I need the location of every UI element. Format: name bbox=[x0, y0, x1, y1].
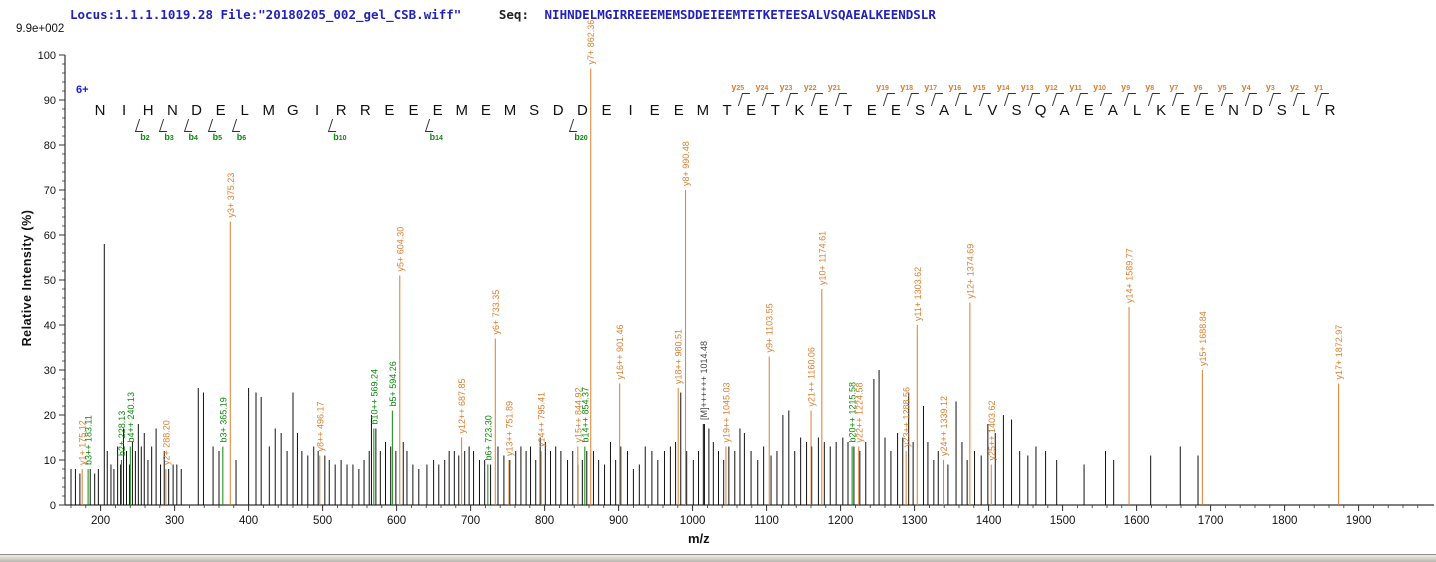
peak-label: y1+ 175.12 bbox=[78, 420, 88, 465]
peak-label: y5+ 604.30 bbox=[395, 227, 405, 272]
x-tick-label: 500 bbox=[313, 515, 332, 527]
peak-label: b10++ 569.24 bbox=[369, 369, 379, 425]
x-tick-label: 400 bbox=[239, 515, 258, 527]
x-tick-label: 1600 bbox=[1124, 515, 1150, 527]
seq-label: Seq: bbox=[498, 7, 529, 22]
y-tick-label: 80 bbox=[44, 140, 56, 152]
x-tick-label: 900 bbox=[609, 515, 628, 527]
peak-label: b4++ 240.13 bbox=[126, 392, 136, 443]
y-tick-label: 50 bbox=[44, 275, 56, 287]
locus-file-text: Locus:1.1.1.1019.28 File:"20180205_002_g… bbox=[70, 7, 462, 22]
peak-label: y12+ 1374.69 bbox=[965, 244, 975, 299]
x-tick-label: 300 bbox=[165, 515, 184, 527]
peak-label: y10+ 1174.61 bbox=[817, 231, 827, 285]
peak-label: y15+ 1688.84 bbox=[1198, 311, 1208, 366]
x-tick-label: 600 bbox=[387, 515, 406, 527]
x-tick-label: 1300 bbox=[902, 515, 928, 527]
peak-label: y2+ 288.20 bbox=[161, 420, 171, 465]
peptide-sequence-text: NIHNDELMGIRREEEMEMSDDEIEEMTETKETEESALVSQ… bbox=[544, 7, 936, 22]
peak-label: y9+ 1103.55 bbox=[765, 303, 775, 352]
peak-label: y17+ 1872.97 bbox=[1334, 325, 1344, 380]
peak-label: y22++ 1224.58 bbox=[854, 382, 864, 442]
peak-label: y14+ 1589.77 bbox=[1125, 248, 1135, 303]
peak-label: y25++ 1403.62 bbox=[987, 400, 997, 460]
peak-label: y12++ 687.85 bbox=[457, 378, 467, 433]
peak-label: b14++ 854.37 bbox=[580, 387, 590, 443]
peak-label: y14++ 795.41 bbox=[537, 392, 547, 447]
peak-label: b2+ 228.13 bbox=[117, 411, 127, 456]
peak-label: y24++ 1339.12 bbox=[939, 396, 949, 456]
x-tick-label: 1400 bbox=[976, 515, 1002, 527]
peak-label: y21++ 1160.06 bbox=[807, 347, 817, 406]
header-bar: Locus:1.1.1.1019.28 File:"20180205_002_g… bbox=[70, 7, 936, 22]
x-tick-label: 1700 bbox=[1198, 515, 1224, 527]
peak-label: [M]++++++ 1014.48 bbox=[699, 341, 709, 420]
y-tick-label: 0 bbox=[50, 500, 56, 512]
x-tick-label: 1900 bbox=[1346, 515, 1372, 527]
window-bottom-chrome bbox=[0, 554, 1436, 562]
x-tick-label: 800 bbox=[535, 515, 554, 527]
y-tick-label: 70 bbox=[44, 185, 56, 197]
x-tick-label: 200 bbox=[91, 515, 110, 527]
peak-label: b3++ 183.11 bbox=[84, 415, 94, 465]
peak-label: y23++ 1288.56 bbox=[902, 387, 912, 447]
y-tick-label: 60 bbox=[44, 230, 56, 242]
peak-label: y19++ 1045.03 bbox=[721, 382, 731, 442]
x-tick-label: 1100 bbox=[754, 515, 779, 527]
y-tick-label: 10 bbox=[44, 455, 56, 467]
y-tick-label: 90 bbox=[44, 95, 56, 107]
peak-label: b6+ 723.30 bbox=[483, 415, 493, 460]
x-tick-label: 1800 bbox=[1272, 515, 1298, 527]
peak-label: b20++ 1215.58 bbox=[848, 382, 858, 443]
peak-label: b3+ 365.19 bbox=[218, 397, 228, 442]
x-tick-label: 700 bbox=[461, 515, 480, 527]
peak-label: y18++ 980.51 bbox=[674, 329, 684, 384]
x-tick-label: 1500 bbox=[1050, 515, 1076, 527]
peak-label: y16++ 901.46 bbox=[615, 324, 625, 379]
x-axis-title: m/z bbox=[688, 531, 710, 546]
y-tick-label: 20 bbox=[44, 410, 56, 422]
y-tick-label: 40 bbox=[44, 320, 56, 332]
y-tick-label: 30 bbox=[44, 365, 56, 377]
max-intensity-label: 9.9e+002 bbox=[16, 23, 65, 35]
y-tick-label: 100 bbox=[38, 50, 56, 62]
x-tick-label: 1000 bbox=[680, 515, 706, 527]
peak-label: y11+ 1303.62 bbox=[913, 267, 923, 321]
x-tick-label: 1200 bbox=[828, 515, 854, 527]
peak-label: y15++ 844.92 bbox=[573, 387, 583, 442]
peak-label: y8+ 990.48 bbox=[681, 141, 691, 186]
y-axis-title: Relative Intensity (%) bbox=[20, 209, 34, 347]
peak-label: y7+ 862.36 bbox=[586, 20, 596, 65]
peak-label: b5+ 594.26 bbox=[388, 361, 398, 406]
peak-label: y3+ 375.23 bbox=[226, 173, 236, 218]
peak-label: y13++ 751.89 bbox=[504, 401, 514, 456]
peak-label: y8++ 496.17 bbox=[315, 401, 325, 451]
precursor-charge-label: 6+ bbox=[76, 84, 89, 96]
peak-label: y6+ 733.35 bbox=[491, 290, 501, 335]
